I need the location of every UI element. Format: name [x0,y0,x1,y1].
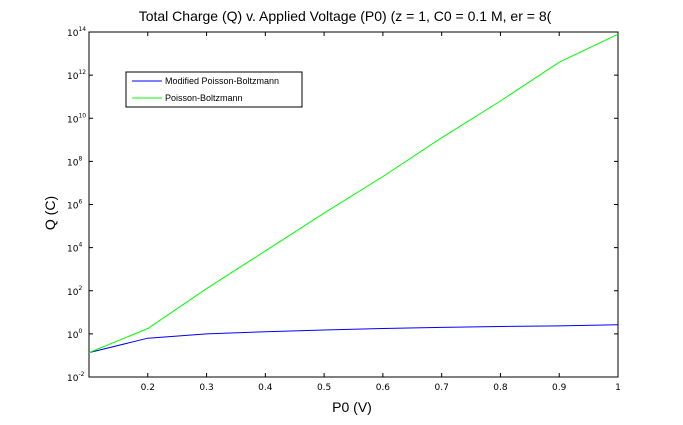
x-tick-label: 0.6 [376,383,391,393]
series-line-poisson-boltzmann [88,33,619,354]
y-axis-title: Q (C) [42,196,58,230]
y-tick-exponent: 0 [78,328,82,335]
y-tick-label: 108 [67,155,82,168]
y-tick-exponent: -2 [78,371,84,378]
legend-box [125,71,303,108]
y-tick-base: 10 [67,288,79,298]
y-tick-label: 1012 [67,69,86,82]
y-tick-exponent: 14 [78,26,86,33]
chart-title: Total Charge (Q) v. Applied Voltage (P0)… [139,8,552,24]
x-tick-label: 0.7 [435,383,449,393]
x-tick-label: 1 [615,383,621,393]
y-tick-exponent: 10 [78,112,86,119]
x-tick-label: 0.2 [141,383,155,393]
y-tick-label: 1010 [67,112,86,125]
series-lines [88,33,619,354]
y-tick-exponent: 6 [78,199,82,206]
x-tick-label: 0.3 [199,383,213,393]
y-tick-label: 10-2 [67,371,85,384]
y-tick-exponent: 8 [78,155,82,162]
x-tick-label: 0.8 [493,383,508,393]
y-tick-label: 104 [67,242,82,255]
series-line-modified-poisson-boltzmann [88,324,619,354]
y-tick-label: 102 [67,285,82,298]
y-tick-exponent: 12 [78,69,86,76]
y-tick-base: 10 [67,374,79,384]
y-tick-base: 10 [67,202,79,212]
y-tick-label: 106 [67,199,82,212]
y-tick-exponent: 4 [78,242,82,249]
x-tick-label: 0.9 [552,383,567,393]
x-axis-title: P0 (V) [332,399,372,415]
legend: Modified Poisson-Boltzmann Poisson-Boltzm… [125,71,303,108]
y-tick-base: 10 [67,72,79,82]
x-tick-label: 0.5 [317,383,331,393]
y-tick-base: 10 [67,331,79,341]
y-tick-exponent: 2 [78,285,82,292]
x-tick-label: 0.4 [258,383,273,393]
y-tick-base: 10 [67,115,79,125]
x-axis: 0.2 0.3 0.4 0.5 0.6 0.7 0.8 0.9 1 [141,32,621,393]
y-tick-label: 100 [67,328,82,341]
legend-label: Poisson-Boltzmann [165,93,243,103]
y-tick-base: 10 [67,29,79,39]
y-tick-label: 1014 [67,26,86,39]
y-tick-base: 10 [67,245,79,255]
y-tick-base: 10 [67,158,79,168]
legend-label: Modified Poisson-Boltzmann [165,76,279,86]
